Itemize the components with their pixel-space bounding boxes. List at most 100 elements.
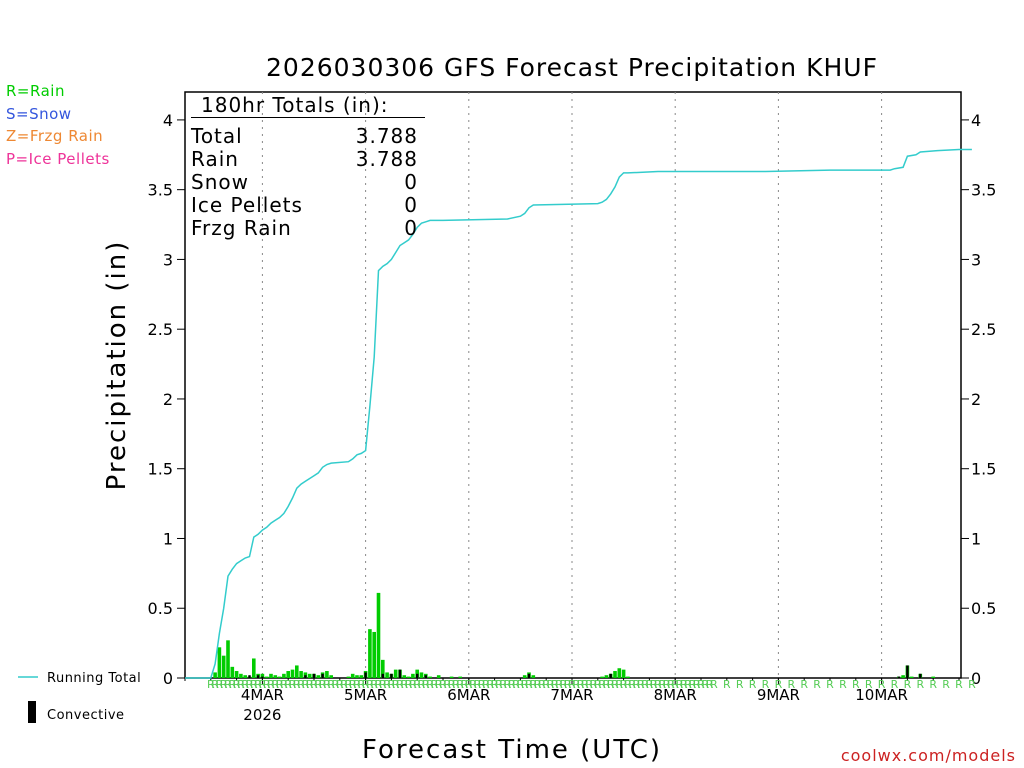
rain-type-marker: R xyxy=(336,678,344,691)
rain-type-marker: R xyxy=(693,678,701,691)
rain-type-marker: R xyxy=(431,678,439,691)
rain-type-marker: R xyxy=(482,678,490,691)
precip-bar xyxy=(617,668,622,678)
y-tick-label-right: 2 xyxy=(971,390,981,409)
x-tick-label: 7MAR xyxy=(550,686,593,704)
precip-bar xyxy=(277,676,282,678)
y-tick-label-left: 2 xyxy=(163,390,173,409)
rain-type-marker: R xyxy=(529,678,537,691)
convective-bar xyxy=(381,673,384,678)
rain-type-marker: R xyxy=(581,678,589,691)
totals-header-text: 180hr Totals (in): xyxy=(201,93,389,117)
precip-bar xyxy=(273,675,278,678)
frzg-rain-legend-label: Z=Frzg Rain xyxy=(6,127,104,145)
rain-type-marker: R xyxy=(280,678,288,691)
convective-bar xyxy=(312,673,316,678)
rain-type-marker: R xyxy=(568,678,576,691)
running-total-line xyxy=(185,148,972,679)
rain-type-marker: R xyxy=(572,678,580,691)
rain-type-marker: R xyxy=(624,678,632,691)
snow-legend: S=Snow xyxy=(6,105,72,123)
precip-bar xyxy=(350,673,355,678)
rain-type-marker: R xyxy=(224,678,232,691)
precip-bar xyxy=(372,631,376,678)
rain-type-marker: R xyxy=(443,678,451,691)
rain-type-marker: R xyxy=(332,678,340,691)
precip-bar xyxy=(217,647,222,678)
rain-type-marker: R xyxy=(267,678,275,691)
rain-type-marker: R xyxy=(929,678,937,691)
plot-frame xyxy=(184,91,962,679)
precip-bar xyxy=(359,675,364,678)
rain-type-marker: R xyxy=(465,678,473,691)
rain-type-marker: R xyxy=(349,678,357,691)
y-tick-label-left: 2.5 xyxy=(148,320,173,339)
rain-type-marker: R xyxy=(508,678,516,691)
rain-type-marker: R xyxy=(353,678,361,691)
y-tick-label-left: 1.5 xyxy=(148,460,173,479)
rain-type-marker: R xyxy=(237,678,245,691)
totals-row-label: Ice Pellets xyxy=(191,193,303,217)
rain-type-marker: R xyxy=(495,678,503,691)
y-tick-label-right: 1 xyxy=(971,529,981,548)
rain-type-marker: R xyxy=(409,678,417,691)
rain-type-marker: R xyxy=(564,678,572,691)
frzg-rain-legend: Z=Frzg Rain xyxy=(6,127,103,145)
rain-legend-label: R=Rain xyxy=(6,82,65,100)
rain-type-marker: R xyxy=(534,678,542,691)
rain-type-marker: R xyxy=(491,678,499,691)
rain-type-marker: R xyxy=(375,678,383,691)
precip-bar xyxy=(385,672,389,678)
x-tick-label: 6MAR xyxy=(447,686,490,704)
precip-bar xyxy=(458,676,462,678)
precip-bar xyxy=(295,665,299,678)
precip-bar xyxy=(325,671,329,678)
rain-type-marker: R xyxy=(340,678,348,691)
rain-type-marker: R xyxy=(865,678,873,691)
rain-type-marker: R xyxy=(216,678,224,691)
precip-bar xyxy=(286,671,290,678)
precip-bar xyxy=(290,669,295,678)
rain-type-marker: R xyxy=(396,678,404,691)
hourly-precip-bars xyxy=(213,592,935,678)
precip-bar xyxy=(221,655,226,678)
rain-type-marker: R xyxy=(271,678,279,691)
rain-type-marker: R xyxy=(723,678,731,691)
totals-row-value: 0 xyxy=(404,170,418,194)
totals-divider xyxy=(191,117,425,118)
rain-type-marker: R xyxy=(710,678,718,691)
x-axis-label: Forecast Time (UTC) xyxy=(362,735,662,765)
precip-bar xyxy=(411,673,415,678)
convective-bar xyxy=(304,675,307,678)
rain-type-marker: R xyxy=(478,678,486,691)
precip-bar xyxy=(613,671,617,678)
rain-type-marker: R xyxy=(676,678,684,691)
rain-type-marker: R xyxy=(667,678,675,691)
rain-type-marker: R xyxy=(620,678,628,691)
precip-bar xyxy=(909,676,914,678)
rain-type-marker: R xyxy=(585,678,593,691)
rain-type-marker: R xyxy=(310,678,318,691)
rain-type-marker: R xyxy=(448,678,456,691)
convective-bar xyxy=(248,675,251,678)
convective-bar xyxy=(897,676,900,678)
rain-type-marker: R xyxy=(379,678,387,691)
convective-bar xyxy=(906,665,909,678)
rain-type-marker: R xyxy=(246,678,254,691)
precip-bar xyxy=(239,673,243,678)
x-tick-label: 4MAR xyxy=(241,686,284,704)
rain-type-marker: R xyxy=(439,678,447,691)
precip-bar xyxy=(252,658,256,678)
precip-bar xyxy=(428,676,432,678)
rain-type-marker: R xyxy=(297,678,305,691)
rain-type-marker: R xyxy=(878,678,886,691)
y-axis: 0 00.5 0.51 11.5 1.52 22.5 2.53 33.5 3.54 4 xyxy=(148,111,997,688)
rain-type-marker: R xyxy=(637,678,645,691)
rain-type-marker: R xyxy=(233,678,241,691)
precip-bar xyxy=(604,675,609,678)
rain-type-marker: R xyxy=(942,678,950,691)
rain-type-marker: R xyxy=(512,678,520,691)
precip-bar xyxy=(329,675,333,678)
precip-bar xyxy=(531,675,536,678)
precip-bar xyxy=(299,671,303,678)
